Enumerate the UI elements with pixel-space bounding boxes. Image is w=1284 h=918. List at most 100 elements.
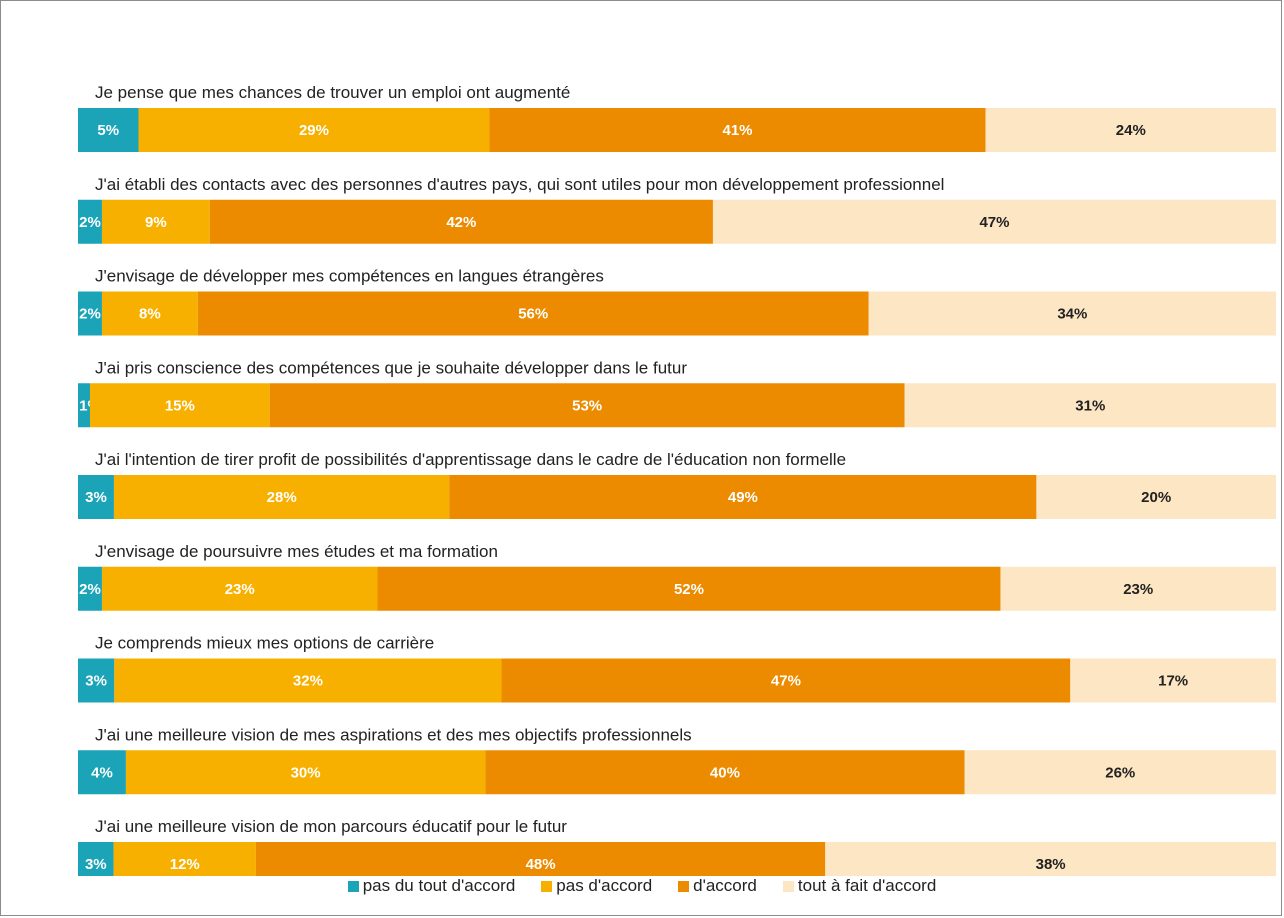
data-label: 48% xyxy=(526,856,556,873)
category-label: J'ai une meilleure vision de mes aspirat… xyxy=(95,725,692,744)
bar-segment-d-accord xyxy=(197,291,869,336)
bar-segment-d-accord xyxy=(449,475,1037,519)
data-label: 49% xyxy=(728,489,758,506)
legend-swatch xyxy=(678,880,690,892)
bar-segment-pas-d-accord xyxy=(101,291,198,336)
category-label: J'ai une meilleure vision de mon parcour… xyxy=(95,817,567,836)
data-label: 52% xyxy=(674,581,704,598)
bar-segment-pas-du-tout-d-accord xyxy=(78,291,102,336)
bar-segment-d-accord xyxy=(501,658,1071,703)
legend-item: tout à fait d'accord xyxy=(782,876,937,896)
bar-row: J'envisage de poursuivre mes études et m… xyxy=(78,542,1276,611)
data-label: 3% xyxy=(85,856,107,873)
bar-segment-pas-du-tout-d-accord xyxy=(78,475,114,519)
bar-segment-d-accord xyxy=(485,750,965,795)
data-label: 15% xyxy=(165,397,195,414)
bar-segment-tout-a-fait-d-accord xyxy=(1070,658,1276,703)
bar-segment-pas-du-tout-d-accord xyxy=(78,383,90,428)
data-label: 3% xyxy=(85,673,107,690)
bar-segment-pas-du-tout-d-accord xyxy=(78,750,126,795)
legend: pas du tout d'accord pas d'accord d'accord… xyxy=(0,876,1284,896)
legend-label: d'accord xyxy=(693,876,757,895)
bar-segment-tout-a-fait-d-accord xyxy=(985,108,1276,152)
bar-segment-pas-d-accord xyxy=(101,566,378,611)
category-label: Je pense que mes chances de trouver un e… xyxy=(95,83,570,102)
data-label: 42% xyxy=(446,214,476,231)
bar-segment-pas-d-accord xyxy=(114,658,502,703)
bar-segment-tout-a-fait-d-accord xyxy=(712,199,1276,244)
legend-item: pas du tout d'accord xyxy=(347,876,516,896)
bar-segment-tout-a-fait-d-accord xyxy=(964,750,1276,795)
data-label: 53% xyxy=(572,397,602,414)
bar-segment-pas-du-tout-d-accord xyxy=(78,199,102,244)
bar-row: J'ai l'intention de tirer profit de poss… xyxy=(78,450,1276,519)
bar-segment-pas-du-tout-d-accord xyxy=(78,108,139,152)
bar-segment-pas-d-accord xyxy=(113,475,450,519)
data-label: 30% xyxy=(291,764,321,781)
bar-segment-d-accord xyxy=(377,566,1001,611)
legend-swatch xyxy=(347,880,359,892)
bar-segment-pas-d-accord xyxy=(101,199,210,244)
data-label: 47% xyxy=(771,673,801,690)
bar-segment-d-accord xyxy=(269,383,905,428)
bar-row: Je comprends mieux mes options de carriè… xyxy=(78,634,1276,703)
category-label: J'ai l'intention de tirer profit de poss… xyxy=(95,450,846,469)
bar-row: Je pense que mes chances de trouver un e… xyxy=(78,83,1276,152)
bar-segment-pas-d-accord xyxy=(138,108,490,152)
bar-segment-pas-du-tout-d-accord xyxy=(78,658,115,703)
data-label: 56% xyxy=(518,306,548,323)
legend-item: pas d'accord xyxy=(541,876,652,896)
bar-row: J'ai pris conscience des compétences que… xyxy=(78,358,1276,428)
stacked-bar-chart: Je pense que mes chances de trouver un e… xyxy=(78,83,1276,876)
data-label: 2% xyxy=(79,306,101,323)
data-label: 41% xyxy=(722,122,752,139)
category-label: Je comprends mieux mes options de carriè… xyxy=(95,634,434,653)
data-label: 2% xyxy=(79,581,101,598)
bar-segment-tout-a-fait-d-accord xyxy=(825,842,1276,876)
data-label: 17% xyxy=(1158,673,1188,690)
data-label: 31% xyxy=(1075,397,1105,414)
bar-segment-tout-a-fait-d-accord xyxy=(868,291,1276,336)
bar-segment-tout-a-fait-d-accord xyxy=(1036,475,1276,519)
bar-segment-pas-d-accord xyxy=(113,842,256,876)
bar-segment-pas-du-tout-d-accord xyxy=(78,566,102,611)
bar-row: J'ai une meilleure vision de mes aspirat… xyxy=(78,725,1276,795)
bar-segment-tout-a-fait-d-accord xyxy=(904,383,1276,428)
category-label: J'ai pris conscience des compétences que… xyxy=(95,358,687,377)
legend-swatch xyxy=(541,880,553,892)
bar-segment-pas-d-accord xyxy=(125,750,486,795)
data-label: 4% xyxy=(91,764,113,781)
bar-segment-d-accord xyxy=(209,199,713,244)
category-label: J'ai établi des contacts avec des person… xyxy=(95,175,944,194)
data-label: 23% xyxy=(225,581,255,598)
data-label: 38% xyxy=(1036,856,1066,873)
bar-segment-d-accord xyxy=(489,108,986,152)
bar-segment-tout-a-fait-d-accord xyxy=(1000,566,1276,611)
data-label: 5% xyxy=(97,122,119,139)
legend-label: pas d'accord xyxy=(556,876,653,895)
bar-segment-d-accord xyxy=(255,842,826,876)
bar-row: J'envisage de développer mes compétences… xyxy=(78,267,1276,336)
data-label: 40% xyxy=(710,764,740,781)
data-label: 47% xyxy=(979,214,1009,231)
data-label: 2% xyxy=(79,214,101,231)
category-label: J'envisage de poursuivre mes études et m… xyxy=(95,542,498,561)
data-label: 3% xyxy=(85,489,107,506)
data-label: 12% xyxy=(170,856,200,873)
bar-row: J'ai une meilleure vision de mon parcour… xyxy=(78,817,1276,876)
data-label: 34% xyxy=(1057,306,1087,323)
bar-row: J'ai établi des contacts avec des person… xyxy=(78,175,1276,244)
bar-segment-pas-d-accord xyxy=(89,383,270,428)
bar-segment-pas-du-tout-d-accord xyxy=(78,842,114,876)
data-label: 23% xyxy=(1123,581,1153,598)
legend-label: tout à fait d'accord xyxy=(797,876,937,895)
legend-item: d'accord xyxy=(678,876,757,896)
data-label: 26% xyxy=(1105,764,1135,781)
data-label: 32% xyxy=(293,673,323,690)
category-label: J'envisage de développer mes compétences… xyxy=(95,267,604,286)
data-label: 9% xyxy=(145,214,167,231)
legend-label: pas du tout d'accord xyxy=(362,876,516,895)
data-label: 29% xyxy=(299,122,329,139)
data-label: 28% xyxy=(267,489,297,506)
legend-swatch xyxy=(782,880,794,892)
